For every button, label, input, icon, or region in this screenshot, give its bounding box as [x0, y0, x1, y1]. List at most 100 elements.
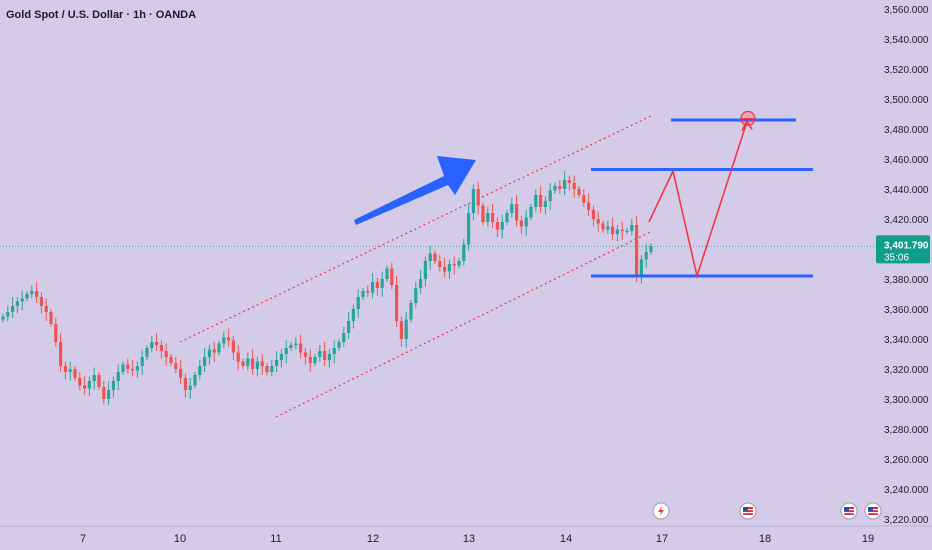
price-tick-label: 3,560.000 — [884, 5, 929, 16]
candle — [1, 313, 5, 323]
candle-body — [644, 252, 648, 260]
candle — [529, 204, 533, 221]
flag-canton — [868, 507, 873, 511]
candle — [361, 288, 365, 300]
candle-body — [476, 189, 480, 206]
candle — [587, 193, 591, 216]
candle-body — [467, 213, 471, 245]
candle — [539, 186, 543, 213]
candle — [543, 196, 547, 215]
candle-body — [44, 306, 48, 312]
candle-body — [150, 342, 154, 348]
candle-body — [428, 253, 432, 261]
candle — [491, 204, 495, 228]
flag-stripe — [868, 512, 878, 514]
price-tick-label: 3,520.000 — [884, 65, 929, 76]
candle-body — [356, 297, 360, 309]
candle — [246, 352, 250, 371]
candle-body — [193, 375, 197, 386]
candle-body — [572, 183, 576, 189]
candle-body — [102, 387, 106, 399]
candle — [236, 345, 240, 371]
candle — [198, 360, 202, 380]
flag-canton — [844, 507, 849, 511]
candle — [35, 282, 39, 303]
candle — [582, 189, 586, 207]
projection-path[interactable] — [648, 121, 748, 280]
candle-body — [577, 189, 581, 195]
candle — [140, 349, 144, 375]
candle-body — [111, 381, 115, 390]
candle-body — [380, 279, 384, 288]
candle — [318, 345, 322, 362]
candle — [351, 304, 355, 329]
candle — [467, 204, 471, 251]
candle — [39, 292, 43, 314]
candle-body — [332, 348, 336, 354]
candle — [284, 340, 288, 363]
candle — [270, 360, 274, 377]
candle-body — [587, 202, 591, 210]
candle — [169, 354, 173, 366]
price-tick-label: 3,360.000 — [884, 305, 929, 316]
candle — [524, 210, 528, 236]
candle — [150, 336, 154, 353]
candle-body — [342, 333, 346, 342]
candle-body — [567, 180, 571, 183]
candle-body — [625, 231, 629, 232]
candle-body — [169, 357, 173, 363]
candle — [596, 211, 600, 233]
us-flag-icon[interactable] — [864, 502, 882, 520]
candle — [371, 273, 375, 299]
candle-body — [486, 213, 490, 222]
price-tick-label: 3,480.000 — [884, 125, 929, 136]
candle — [625, 228, 629, 234]
trend-arrow-icon[interactable] — [354, 156, 476, 225]
candle — [188, 378, 192, 399]
candle — [279, 349, 283, 368]
candle-body — [515, 204, 519, 221]
candle-body — [30, 291, 34, 294]
candle-body — [121, 364, 125, 372]
candle-body — [491, 213, 495, 222]
candle — [174, 357, 178, 374]
candle-body — [582, 195, 586, 203]
price-tick-label: 3,460.000 — [884, 155, 929, 166]
candle-body — [649, 246, 653, 252]
candle-body — [49, 312, 53, 324]
candle — [443, 258, 447, 278]
candle-body — [601, 223, 605, 230]
us-flag-icon[interactable] — [739, 502, 757, 520]
candle-body — [183, 378, 187, 390]
time-tick-label: 18 — [759, 533, 771, 545]
candle-body — [313, 357, 317, 363]
candle — [227, 328, 231, 347]
candle-body — [524, 217, 528, 227]
candle — [519, 216, 523, 234]
candle — [25, 291, 29, 302]
candle — [380, 271, 384, 297]
channel-line-upper[interactable] — [179, 114, 653, 343]
candle-body — [433, 253, 437, 261]
candle — [217, 340, 221, 356]
candle — [30, 285, 34, 299]
candle-body — [323, 351, 327, 360]
candle-body — [97, 375, 101, 387]
candle — [644, 244, 648, 269]
candle — [207, 345, 211, 365]
candle-body — [615, 229, 619, 234]
candle-body — [457, 261, 461, 266]
candle — [255, 357, 259, 377]
candle-body — [174, 363, 178, 369]
candle-body — [438, 261, 442, 267]
chart-title: Gold Spot / U.S. Dollar · 1h · OANDA — [6, 9, 197, 21]
candle — [515, 195, 519, 227]
lightning-icon[interactable] — [652, 502, 670, 520]
us-flag-icon[interactable] — [840, 502, 858, 520]
candle — [606, 220, 610, 234]
candle-body — [327, 354, 331, 360]
current-price-badge[interactable] — [876, 235, 930, 264]
candle — [553, 183, 557, 194]
